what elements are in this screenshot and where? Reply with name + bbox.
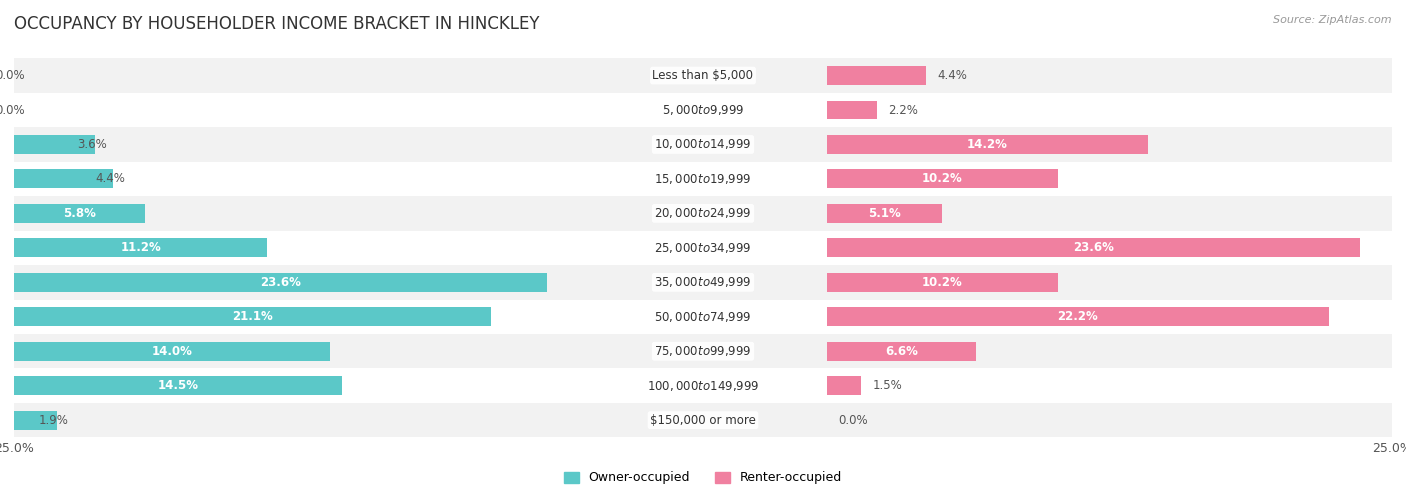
Bar	[14, 231, 579, 265]
Bar	[579, 334, 827, 368]
Text: 23.6%: 23.6%	[260, 276, 301, 289]
Text: 10.2%: 10.2%	[922, 173, 963, 186]
Text: Less than $5,000: Less than $5,000	[652, 69, 754, 82]
Bar	[579, 127, 827, 162]
Bar	[579, 368, 827, 403]
Bar	[14, 162, 579, 196]
Text: 5.8%: 5.8%	[63, 207, 96, 220]
Bar	[14, 204, 145, 223]
Bar	[827, 127, 1392, 162]
Bar	[14, 265, 579, 299]
Bar	[827, 403, 1392, 437]
Bar	[14, 342, 330, 361]
Bar	[827, 299, 1392, 334]
Text: 14.2%: 14.2%	[967, 138, 1008, 151]
Bar	[827, 239, 1360, 258]
Text: $10,000 to $14,999: $10,000 to $14,999	[654, 138, 752, 152]
Text: 22.2%: 22.2%	[1057, 310, 1098, 323]
Bar	[14, 299, 579, 334]
Text: Source: ZipAtlas.com: Source: ZipAtlas.com	[1274, 15, 1392, 25]
Bar	[579, 58, 827, 93]
Bar	[579, 196, 827, 231]
Bar	[579, 93, 827, 127]
Text: $75,000 to $99,999: $75,000 to $99,999	[654, 344, 752, 358]
Text: $100,000 to $149,999: $100,000 to $149,999	[647, 379, 759, 393]
Text: 0.0%: 0.0%	[0, 69, 25, 82]
Text: $25,000 to $34,999: $25,000 to $34,999	[654, 241, 752, 255]
Bar	[827, 170, 1057, 189]
Bar	[14, 368, 579, 403]
Text: 0.0%: 0.0%	[0, 104, 25, 117]
Text: 4.4%: 4.4%	[938, 69, 967, 82]
Bar	[14, 93, 579, 127]
Text: 6.6%: 6.6%	[886, 345, 918, 358]
Bar	[827, 66, 927, 85]
Text: $5,000 to $9,999: $5,000 to $9,999	[662, 103, 744, 117]
Bar	[14, 58, 579, 93]
Bar	[14, 196, 579, 231]
Bar	[14, 334, 579, 368]
Text: $35,000 to $49,999: $35,000 to $49,999	[654, 276, 752, 289]
Text: 14.0%: 14.0%	[152, 345, 193, 358]
Text: 0.0%: 0.0%	[838, 414, 868, 427]
Bar	[827, 101, 877, 120]
Text: 2.2%: 2.2%	[889, 104, 918, 117]
Bar	[827, 368, 1392, 403]
Text: 3.6%: 3.6%	[77, 138, 107, 151]
Text: 5.1%: 5.1%	[869, 207, 901, 220]
Bar	[579, 403, 827, 437]
Bar	[827, 135, 1147, 154]
Bar	[827, 376, 860, 395]
Bar	[579, 299, 827, 334]
Text: $15,000 to $19,999: $15,000 to $19,999	[654, 172, 752, 186]
Bar	[827, 334, 1392, 368]
Text: 1.9%: 1.9%	[38, 414, 69, 427]
Bar	[14, 127, 579, 162]
Bar	[827, 93, 1392, 127]
Bar	[827, 204, 942, 223]
Bar	[827, 307, 1329, 326]
Bar	[827, 231, 1392, 265]
Bar	[827, 273, 1057, 292]
Text: 1.5%: 1.5%	[872, 379, 903, 392]
Text: $150,000 or more: $150,000 or more	[650, 414, 756, 427]
Text: 21.1%: 21.1%	[232, 310, 273, 323]
Text: 4.4%: 4.4%	[96, 173, 125, 186]
Text: 23.6%: 23.6%	[1073, 242, 1114, 254]
Legend: Owner-occupied, Renter-occupied: Owner-occupied, Renter-occupied	[558, 467, 848, 486]
Bar	[14, 239, 267, 258]
Bar	[827, 162, 1392, 196]
Text: OCCUPANCY BY HOUSEHOLDER INCOME BRACKET IN HINCKLEY: OCCUPANCY BY HOUSEHOLDER INCOME BRACKET …	[14, 15, 540, 33]
Bar	[827, 58, 1392, 93]
Text: 10.2%: 10.2%	[922, 276, 963, 289]
Bar	[579, 162, 827, 196]
Bar	[14, 411, 58, 430]
Bar	[14, 307, 491, 326]
Bar	[579, 231, 827, 265]
Bar	[14, 376, 342, 395]
Text: 14.5%: 14.5%	[157, 379, 198, 392]
Bar	[14, 403, 579, 437]
Bar	[827, 265, 1392, 299]
Bar	[14, 273, 547, 292]
Text: $20,000 to $24,999: $20,000 to $24,999	[654, 207, 752, 220]
Text: 11.2%: 11.2%	[121, 242, 160, 254]
Bar	[14, 135, 96, 154]
Bar	[14, 170, 114, 189]
Text: $50,000 to $74,999: $50,000 to $74,999	[654, 310, 752, 324]
Bar	[827, 342, 976, 361]
Bar	[827, 196, 1392, 231]
Bar	[579, 265, 827, 299]
